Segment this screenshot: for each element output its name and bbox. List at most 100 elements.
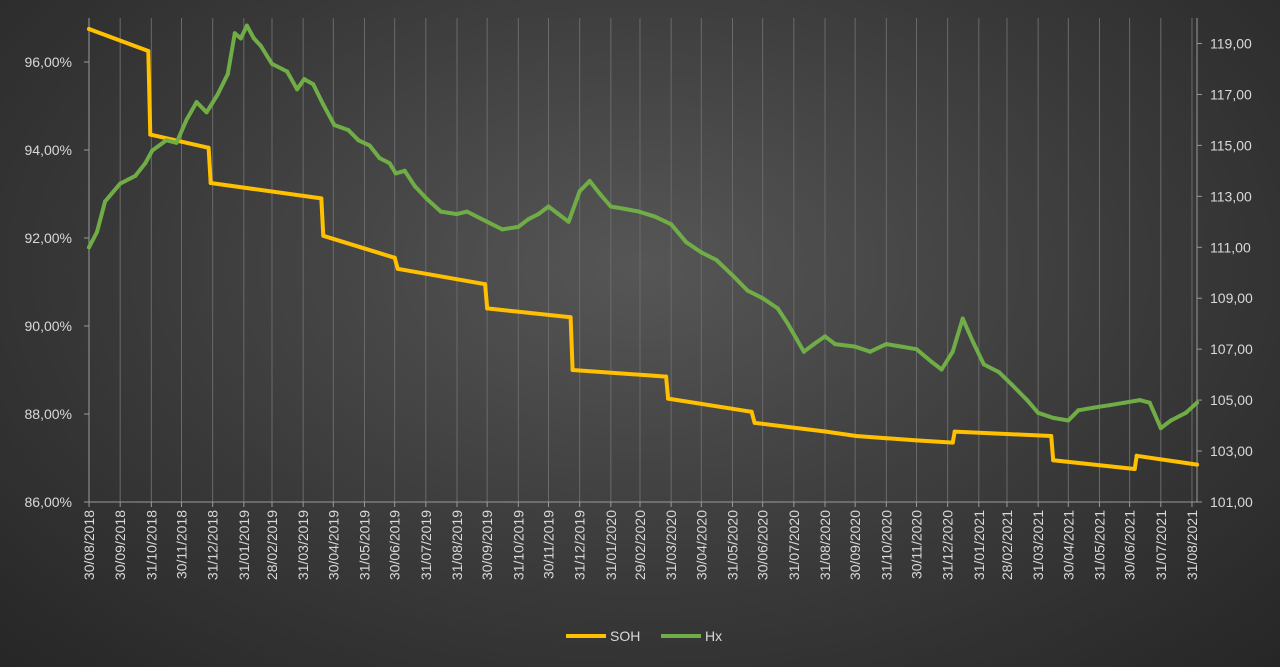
data-point-hx: [811, 342, 816, 347]
data-point-hx: [853, 344, 858, 349]
data-point-hx: [455, 212, 459, 217]
right-tick-label: 109,00: [1210, 290, 1253, 306]
x-tick-label: 30/06/2020: [755, 510, 771, 580]
right-tick-label: 113,00: [1210, 188, 1252, 204]
data-point-soh: [952, 429, 957, 434]
x-tick-label: 31/07/2021: [1153, 510, 1169, 580]
data-point-soh: [146, 49, 151, 53]
data-point-soh: [1134, 453, 1139, 458]
data-point-hx: [526, 217, 531, 222]
data-point-hx: [302, 77, 307, 82]
right-axis-tick-labels: 101,00 103,00 105,00 107,00 109,00 111,00 113,…: [1210, 35, 1253, 510]
data-point-hx: [1025, 398, 1030, 403]
data-point-hx: [1158, 426, 1163, 431]
data-point-hx: [321, 102, 326, 107]
data-point-hx: [546, 204, 551, 209]
data-point-hx: [868, 349, 873, 354]
right-tick-label: 117,00: [1210, 86, 1252, 102]
data-point-hx: [232, 31, 237, 36]
data-point-hx: [775, 306, 780, 311]
data-point-soh: [914, 438, 919, 443]
x-tick-label: 31/05/2020: [724, 510, 740, 580]
data-point-hx: [393, 171, 398, 176]
x-tick-label: 31/03/2020: [663, 510, 679, 580]
data-point-hx: [566, 219, 571, 224]
data-point-hx: [225, 72, 230, 76]
data-point-hx: [637, 209, 641, 214]
x-tick-label: 31/03/2019: [295, 510, 311, 580]
x-tick-label: 31/08/2019: [449, 510, 465, 580]
data-point-hx: [684, 240, 689, 245]
data-point-hx: [745, 288, 750, 293]
data-point-hx: [970, 339, 975, 344]
right-tick-label: 101,00: [1210, 494, 1253, 510]
left-tick-label: 92,00%: [25, 230, 72, 246]
right-tick-label: 105,00: [1210, 392, 1253, 408]
data-point-hx: [760, 296, 765, 301]
x-tick-label: 31/03/2021: [1030, 510, 1046, 580]
data-point-hx: [730, 273, 735, 278]
x-tick-label: 30/04/2019: [325, 510, 341, 580]
data-point-hx: [251, 36, 256, 41]
data-point-hx: [833, 342, 837, 347]
right-tick-label: 119,00: [1210, 35, 1252, 51]
data-point-soh: [208, 181, 213, 185]
data-point-hx: [981, 362, 986, 367]
data-point-hx: [1036, 410, 1041, 415]
x-tick-label: 29/02/2020: [632, 510, 648, 580]
series-line-soh: [87, 27, 1199, 471]
data-point-hx: [785, 321, 790, 326]
left-tick-label: 86,00%: [25, 494, 72, 510]
x-tick-label: 31/10/2020: [878, 510, 894, 580]
data-point-hx: [133, 173, 138, 178]
data-point-soh: [570, 368, 575, 372]
data-point-soh: [884, 436, 889, 441]
data-point-hx: [103, 199, 108, 204]
right-tick-label: 115,00: [1210, 137, 1252, 153]
data-point-hx: [465, 209, 469, 214]
data-point-hx: [899, 344, 904, 349]
data-point-hx: [669, 222, 674, 227]
data-point-soh: [319, 196, 324, 201]
axes: [84, 18, 1202, 507]
data-point-hx: [424, 196, 429, 201]
data-point-hx: [270, 61, 274, 66]
data-point-soh: [206, 145, 211, 150]
data-point-hx: [1010, 382, 1014, 387]
data-point-hx: [164, 138, 169, 143]
data-point-hx: [311, 82, 316, 87]
x-tick-label: 30/11/2020: [908, 510, 924, 579]
data-point-soh: [1132, 467, 1137, 471]
data-point-hx: [587, 179, 592, 183]
data-point-hx: [87, 245, 91, 250]
x-tick-label: 31/12/2020: [940, 510, 956, 580]
data-point-hx: [914, 347, 919, 352]
data-point-hx: [184, 117, 189, 122]
left-tick-label: 88,00%: [25, 406, 72, 422]
x-tick-label: 31/01/2019: [236, 510, 252, 580]
data-point-hx: [285, 69, 290, 74]
data-point-hx: [653, 214, 658, 219]
x-tick-label: 31/12/2019: [572, 510, 588, 580]
x-tick-label: 30/09/2019: [479, 510, 495, 580]
data-point-hx: [118, 181, 123, 186]
data-point-hx: [1091, 405, 1096, 410]
legend: SOH Hx: [566, 628, 722, 644]
x-tick-label: 31/07/2020: [786, 510, 802, 580]
data-point-hx: [699, 250, 704, 255]
data-point-soh: [950, 440, 955, 445]
data-point-hx: [929, 359, 934, 364]
data-point-hx: [1168, 418, 1173, 423]
data-point-hx: [1137, 398, 1142, 403]
data-point-hx: [500, 227, 505, 232]
data-point-hx: [332, 123, 337, 127]
data-point-hx: [623, 207, 628, 212]
x-tick-label: 30/08/2018: [81, 510, 97, 580]
x-tick-label: 30/06/2021: [1122, 510, 1138, 580]
data-point-soh: [749, 409, 754, 414]
legend-label-hx: Hx: [705, 628, 722, 644]
data-point-hx: [556, 212, 561, 217]
data-point-hx: [174, 140, 179, 145]
data-point-soh: [568, 315, 573, 320]
